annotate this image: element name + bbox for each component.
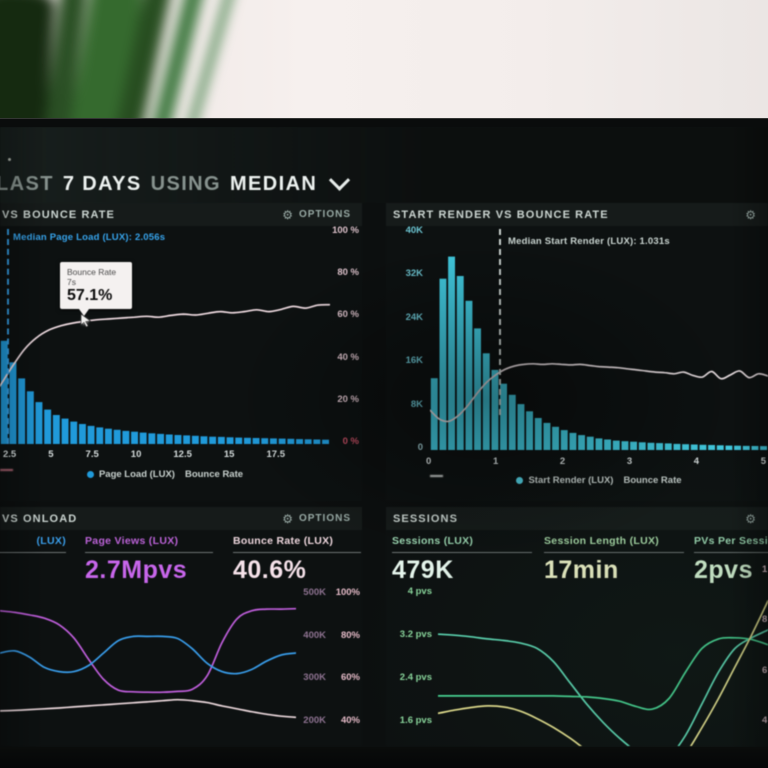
gear-icon: ⚙ — [282, 207, 294, 222]
options-button[interactable]: ⚙ OPTIONS — [276, 208, 357, 222]
median-start-render-marker — [499, 229, 501, 415]
legend-page-load[interactable]: Page Load (LUX) — [86, 469, 175, 480]
bounce-rate-axis: 100 % 80 % 60 % 40 % 20 % 0 % — [332, 225, 359, 447]
gear-icon: ⚙ — [745, 511, 757, 526]
onload-dual-axis: 500K 100% 400K 80% 300K 60% 200K 40% — [303, 587, 360, 726]
timeframe-using: USING — [150, 172, 221, 195]
monitor-screen: LAST 7 DAYS USING MEDIAN VS BOUNCE RATE … — [0, 118, 768, 768]
panel-title: VS ONLOAD — [2, 512, 78, 525]
sessions-count-axis: 40K 32K 24K 16K 8K 0 — [405, 225, 423, 453]
legend-start-render[interactable]: Start Render (LUX) — [516, 475, 613, 486]
timeframe-dropdown[interactable]: LAST 7 DAYS USING MEDIAN — [0, 169, 351, 199]
page-load-x-axis: 2.5 5 7.5 10 12.5 15 17.5 — [3, 449, 285, 460]
sessions-chart-svg — [438, 600, 768, 746]
chart-tooltip: Bounce Rate 7s 57.1% — [60, 262, 132, 316]
metric-onload: (LUX) — [0, 535, 66, 556]
metric-session-length: Session Length (LUX) 17min — [544, 535, 684, 585]
screen-glow — [0, 127, 768, 203]
panel-page-load-vs-bounce-rate: VS BOUNCE RATE ⚙ OPTIONS Median Page Loa… — [0, 203, 362, 501]
timeframe-range: 7 DAYS — [62, 172, 142, 195]
gear-icon: ⚙ — [745, 207, 757, 222]
tooltip-pointer — [79, 309, 89, 316]
start-render-chart-svg — [430, 256, 768, 450]
page-load-chart[interactable]: Median Page Load (LUX): 2.056s Bounce Ra… — [0, 229, 330, 444]
timeframe-metric: MEDIAN — [229, 172, 318, 195]
gear-icon: ⚙ — [282, 511, 294, 526]
screen-dust — [8, 158, 11, 161]
panel-title: SESSIONS — [393, 512, 459, 525]
legend-bounce-rate[interactable]: Bounce Rate — [430, 475, 682, 486]
plant-leaves — [0, 0, 460, 158]
metric-sessions: Sessions (LUX) 479K — [392, 535, 532, 585]
panel-title: VS BOUNCE RATE — [2, 208, 115, 221]
legend-bounce-rate[interactable]: Bounce Rate — [0, 469, 243, 480]
legend-dot — [86, 471, 94, 478]
legend-dash — [430, 475, 443, 477]
options-button[interactable]: ⚙ — [739, 512, 763, 526]
onload-chart-svg — [0, 607, 296, 719]
median-page-load-annotation: Median Page Load (LUX): 2.056s — [13, 232, 166, 243]
metric-bounce-rate: Bounce Rate (LUX) 40.6% — [233, 535, 361, 585]
laptop-bottom-bezel — [0, 747, 768, 768]
page-load-chart-svg — [0, 303, 330, 444]
median-page-load-marker — [7, 229, 9, 444]
panel-vs-onload: VS ONLOAD ⚙ OPTIONS (LUX) Page Views (LU… — [0, 507, 362, 746]
median-start-render-annotation: Median Start Render (LUX): 1.031s — [508, 236, 670, 247]
metric-page-views: Page Views (LUX) 2.7Mpvs — [85, 535, 213, 585]
panel-sessions: SESSIONS ⚙ Sessions (LUX) 479K Session L… — [386, 507, 768, 746]
options-button[interactable]: ⚙ OPTIONS — [276, 512, 357, 526]
dashboard-display: LAST 7 DAYS USING MEDIAN VS BOUNCE RATE … — [0, 127, 768, 747]
timeframe-prefix: LAST — [0, 172, 54, 195]
legend-dot — [516, 477, 524, 484]
chevron-down-icon — [329, 169, 351, 191]
pvs-axis: 4 pvs 3.2 pvs 2.4 pvs 1.6 pvs — [399, 586, 432, 726]
panel-title: START RENDER VS BOUNCE RATE — [393, 208, 609, 221]
onload-trend-chart[interactable] — [0, 593, 296, 746]
legend-dash — [0, 469, 13, 471]
metric-pvs-per-session: PVs Per Session 2pvs — [694, 535, 768, 585]
panel-start-render-vs-bounce-rate: START RENDER VS BOUNCE RATE ⚙ Median Sta… — [386, 203, 768, 501]
sessions-trend-chart[interactable] — [438, 593, 768, 746]
page-load-legend: Page Load (LUX) Bounce Rate — [0, 469, 330, 480]
options-button[interactable]: ⚙ — [739, 208, 763, 222]
mouse-cursor — [80, 313, 93, 328]
start-render-chart[interactable]: Median Start Render (LUX): 1.031s — [430, 229, 768, 450]
cut-right-axis: 1 8 6 4 — [762, 565, 768, 726]
start-render-legend: Start Render (LUX) Bounce Rate — [430, 475, 768, 486]
